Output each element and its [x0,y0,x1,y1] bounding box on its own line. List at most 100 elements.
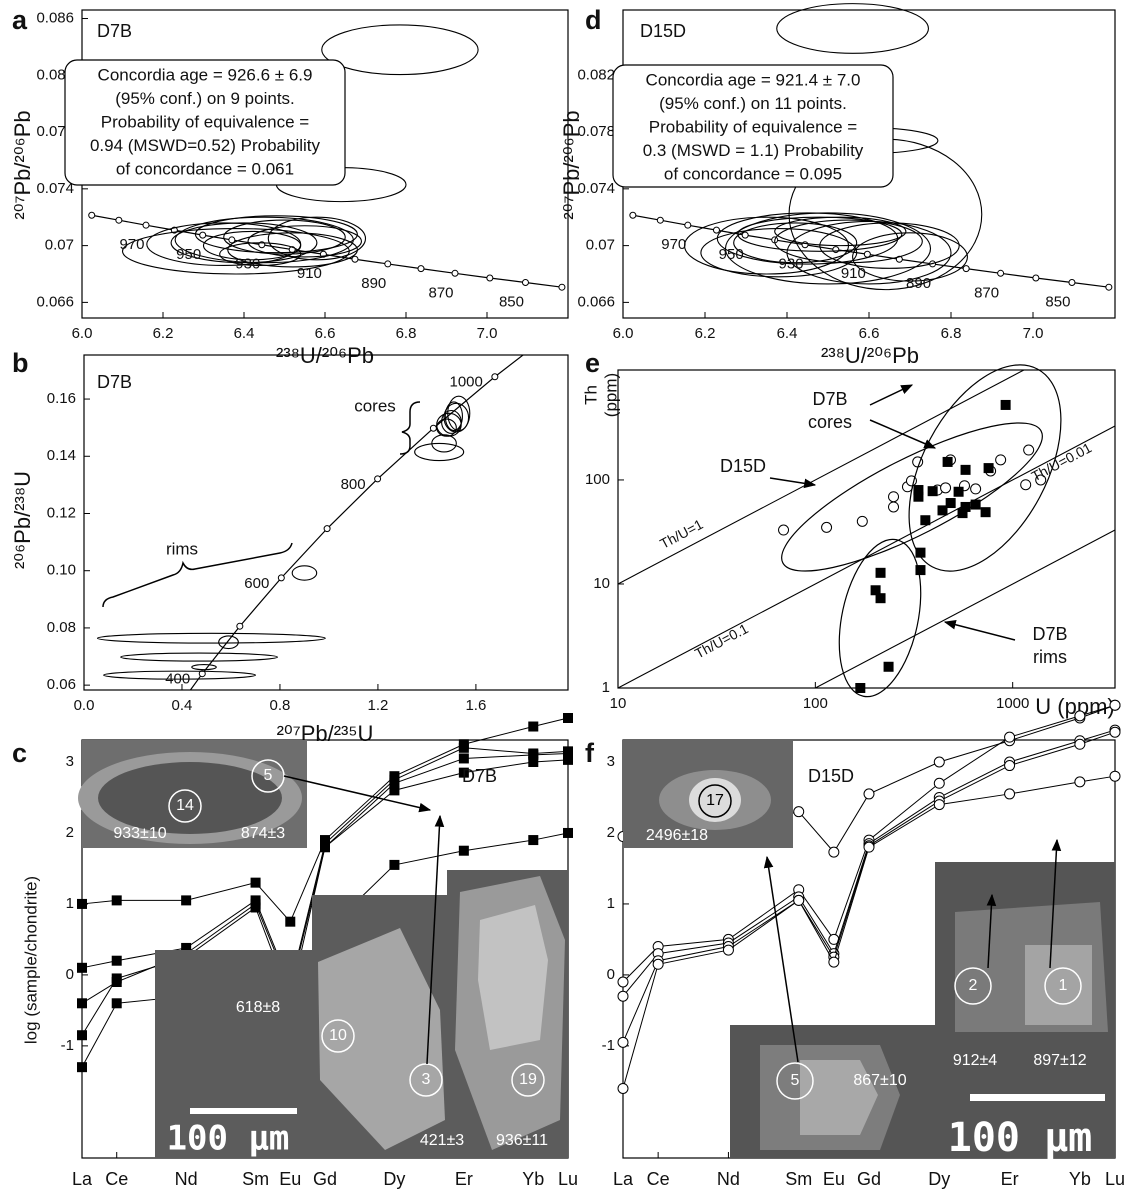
x-tick-label: Er [455,1169,473,1189]
point [871,585,881,595]
age-marker [713,227,719,233]
panel-label: a [12,5,28,35]
x-tick-label: 6.6 [859,325,880,342]
point [528,835,538,845]
point [112,956,122,966]
y-tick-label: 0.074 [577,180,615,197]
y-tick-label: 0.06 [47,676,76,693]
age-label: 910 [297,265,322,282]
y-tick-label: 100 [585,471,610,488]
annotation: D7B [1032,624,1067,644]
point [943,457,953,467]
age-marker [833,247,839,253]
y-tick-label: 3 [607,753,615,770]
point [1075,711,1085,721]
y-tick-label: 0.066 [36,293,74,310]
x-tick-label: 1.2 [367,697,388,714]
x-tick-label: La [72,1169,93,1189]
point [77,1062,87,1072]
annotation: 618±8 [236,999,280,1016]
point [934,778,944,788]
panel-title: D7B [97,372,132,392]
annotation-text: of concordance = 0.095 [664,164,842,183]
y-tick-label: 0.16 [47,390,76,407]
annotation: 5 [791,1072,800,1089]
age-label: 890 [361,275,386,292]
age-marker [200,232,206,238]
age-marker [324,526,330,532]
age-label: 930 [235,256,260,273]
y-tick-label: 0.14 [47,447,76,464]
y-tick-label: 2 [66,824,74,841]
point [928,486,938,496]
x-tick-label: Gd [313,1169,337,1189]
age-label: 400 [165,671,190,688]
annotation: rims [1033,647,1067,667]
x-tick-label: 6.0 [613,325,634,342]
annotation: 2496±18 [646,827,708,844]
x-tick-label: Gd [857,1169,881,1189]
point [961,465,971,475]
y-tick-label: 1 [607,895,615,912]
x-tick-label: 6.6 [315,325,336,342]
x-tick-label: Yb [522,1169,544,1189]
y-tick-label: 0.086 [36,9,74,26]
point [794,895,804,905]
age-label: 970 [119,236,144,253]
x-tick-label: 6.8 [396,325,417,342]
annotation-text: Probability of equivalence = [101,112,309,131]
point [1001,400,1011,410]
age-marker [963,266,969,272]
annotation: 5 [264,767,273,784]
age-label: 870 [974,284,999,301]
y-tick-label: 0.066 [577,293,615,310]
panel-label: f [585,738,595,768]
point [563,755,573,765]
age-marker [685,222,691,228]
point [528,757,538,767]
x-tick-label: 6.0 [72,325,93,342]
y-tick-label: 0.074 [36,180,74,197]
point [876,568,886,578]
point [1110,727,1120,737]
x-tick-label: Lu [1105,1169,1125,1189]
error-ellipse [219,636,239,649]
panel-title: D7B [462,766,497,786]
point [996,455,1006,465]
panel-label: b [12,348,29,378]
point [913,492,923,502]
age-label: 870 [428,284,453,301]
error-ellipse [322,25,478,75]
x-tick-label: 10 [610,695,627,712]
y-tick-label: 1 [66,895,74,912]
point [459,846,469,856]
point [389,860,399,870]
annotation: 936±11 [496,1132,548,1149]
y-tick-label: 1 [602,679,610,696]
age-marker [864,251,870,257]
point [984,463,994,473]
y-tick-label: 0.078 [577,123,615,140]
point [528,722,538,732]
y-tick-label: -1 [61,1037,74,1054]
group-ellipse [826,532,934,704]
age-marker [278,575,284,581]
age-marker [492,374,498,380]
scale-bar [970,1094,1105,1101]
x-tick-label: Lu [558,1169,578,1189]
point [112,998,122,1008]
crystal [478,905,548,1050]
annotation: 19 [519,1071,537,1088]
arrow [870,420,935,448]
y-tick-label: 3 [66,753,74,770]
x-tick-label: 6.8 [941,325,962,342]
ratio-label: Th/U=0.01 [1029,439,1095,484]
age-label: 890 [906,275,931,292]
age-label: 950 [719,246,744,263]
age-marker [89,212,95,218]
x-tick-label: Nd [717,1169,740,1189]
arrow [945,622,1015,640]
ratio-label: Th/U=1 [657,516,706,552]
point [971,484,981,494]
